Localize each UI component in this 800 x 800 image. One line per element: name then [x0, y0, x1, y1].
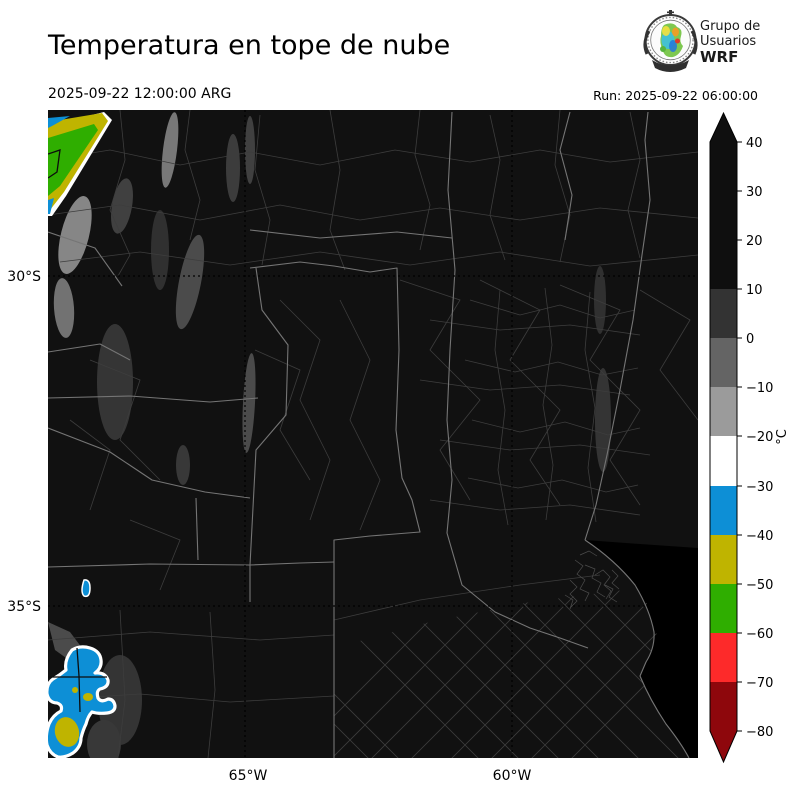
colorbar-under-arrow: [710, 731, 737, 762]
colorbar-tick: 30: [746, 185, 763, 200]
storm-cell-small: [81, 579, 91, 598]
graticule-gridlines: [48, 110, 698, 758]
colorbar-tick: 40: [746, 136, 763, 151]
colorbar-tick: −70: [746, 676, 773, 691]
lat-tick-35s: 35°S: [7, 599, 41, 615]
logo-line-1: Grupo de: [700, 19, 760, 34]
colorbar-tick: −60: [746, 627, 773, 642]
colorbar-tick: −80: [746, 725, 773, 740]
metro-area-borders: [564, 550, 620, 610]
colorbar-segment: [710, 535, 737, 584]
department-borders: [48, 110, 698, 758]
storm-cell-cores: [54, 687, 93, 747]
colorbar-tick: 0: [746, 332, 754, 347]
colorbar-tick: −20: [746, 430, 773, 445]
colorbar-tick-marks: [737, 141, 742, 732]
colorbar-tick: 20: [746, 234, 763, 249]
colorbar-tick: −30: [746, 480, 773, 495]
colorbar-segment: [710, 338, 737, 387]
colorbar-segment: [710, 142, 737, 289]
colorbar-segment: [710, 633, 737, 682]
colorbar-tick-labels: 40 30 20 10 0 −10 −20 −30 −40 −50 −60 −7…: [746, 136, 773, 740]
colorbar-over-arrow: [710, 113, 737, 142]
cloud-patches-light: [53, 112, 179, 338]
logo-line-3: WRF: [700, 48, 738, 66]
province-borders: [48, 111, 690, 758]
colorbar-tick: −50: [746, 578, 773, 593]
page-title: Temperatura en tope de nube: [48, 30, 451, 61]
valid-time-label: 2025-09-22 12:00:00 ARG: [48, 86, 232, 102]
colorbar-segment: [710, 289, 737, 338]
colorbar-tick: 10: [746, 283, 763, 298]
wrf-users-group-logo: Grupo de Usuarios WRF: [643, 10, 760, 72]
lat-tick-30s: 30°S: [7, 269, 41, 285]
lon-tick-60w: 60°W: [493, 768, 532, 784]
colorbar-segment: [710, 436, 737, 486]
colorbar-segment: [710, 584, 737, 633]
colorbar: 40 30 20 10 0 −10 −20 −30 −40 −50 −60 −7…: [709, 111, 790, 764]
colorbar-segment: [710, 486, 737, 535]
cloud-patches-mid: [48, 116, 256, 758]
logo-line-2: Usuarios: [700, 34, 756, 49]
colorbar-tick: −10: [746, 381, 773, 396]
storm-cell-southwest: [48, 645, 117, 758]
cloud-patches-dim: [97, 210, 611, 745]
lon-tick-65w: 65°W: [229, 768, 268, 784]
colorbar-unit-label: °C: [775, 429, 790, 445]
rio-de-la-plata-water: [585, 540, 698, 758]
colorbar-tick: −40: [746, 529, 773, 544]
logo-globe-icon: [643, 10, 698, 72]
colorbar-segment: [710, 682, 737, 731]
colorbar-segment: [710, 387, 737, 436]
run-time-label: Run: 2025-09-22 06:00:00: [593, 88, 758, 103]
storm-cell-northwest: [48, 112, 112, 216]
